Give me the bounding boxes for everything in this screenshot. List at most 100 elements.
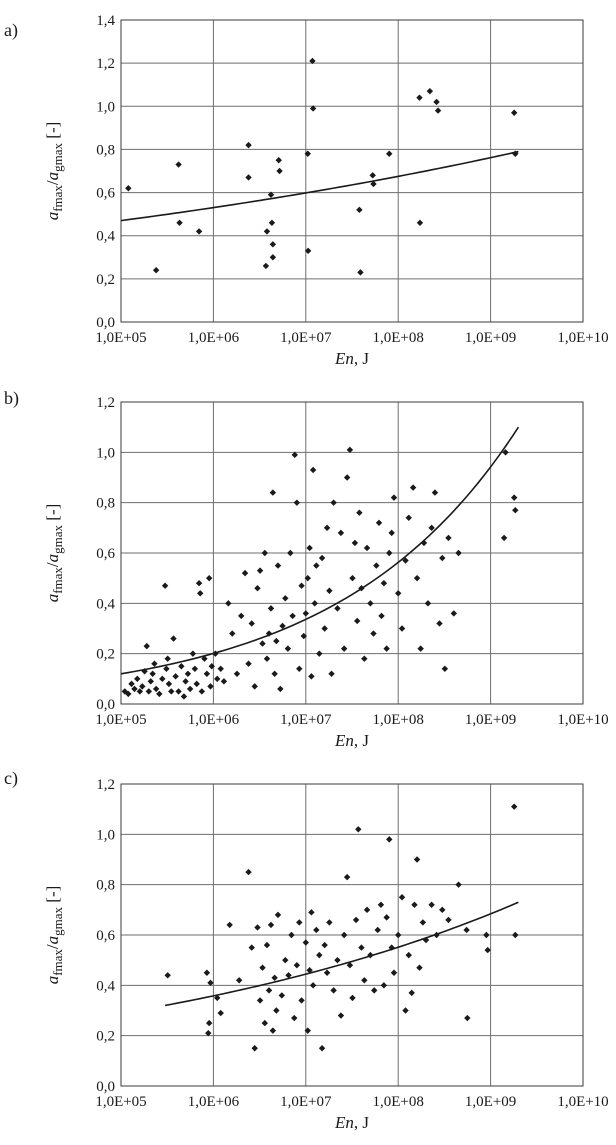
- data-point: [152, 685, 160, 693]
- x-tick-label: 1,0E+07: [280, 712, 332, 728]
- plot-area-frame: [120, 401, 584, 705]
- y-tick-label: 0,2: [96, 272, 115, 288]
- data-point: [370, 180, 377, 188]
- data-point: [178, 663, 185, 670]
- data-point: [267, 921, 275, 929]
- x-tick-label: 1,0E+06: [188, 1094, 240, 1110]
- trend-line: [120, 426, 520, 675]
- data-point: [147, 678, 154, 685]
- data-point: [267, 191, 275, 198]
- plot-area-frame: [120, 783, 584, 1087]
- y-tick-label: 1,0: [96, 827, 115, 843]
- y-tick-label: 1,2: [96, 56, 115, 72]
- y-axis-label: afmax/agmax [-]: [43, 886, 65, 985]
- data-point: [261, 1019, 269, 1027]
- y-axis-label: afmax/agmax [-]: [43, 504, 65, 603]
- x-tick-label: 1,0E+05: [95, 330, 146, 346]
- data-point: [356, 509, 363, 516]
- data-point: [245, 660, 252, 667]
- data-point: [340, 931, 348, 939]
- data-point: [309, 57, 316, 65]
- data-point: [139, 683, 146, 690]
- data-point: [484, 946, 491, 954]
- data-point: [256, 997, 264, 1004]
- data-point: [263, 228, 271, 235]
- data-point: [269, 489, 277, 496]
- y-tick-label: 0,6: [96, 928, 115, 944]
- x-tick-label: 1,0E+06: [188, 330, 240, 346]
- data-point: [271, 974, 278, 981]
- data-point: [313, 926, 320, 934]
- data-point: [416, 219, 424, 226]
- data-point: [282, 595, 289, 602]
- data-point: [363, 544, 371, 552]
- data-point: [277, 685, 284, 693]
- data-point: [361, 655, 368, 662]
- data-point: [205, 574, 213, 582]
- data-point: [195, 580, 203, 587]
- data-point: [245, 868, 252, 876]
- data-point: [455, 881, 462, 888]
- data-point: [402, 1007, 409, 1014]
- data-point: [370, 630, 377, 637]
- data-point: [326, 587, 333, 594]
- data-point: [248, 620, 255, 627]
- data-point: [304, 247, 312, 255]
- data-point: [512, 150, 519, 157]
- x-tick-label: 1,0E+10: [557, 712, 608, 728]
- data-point: [269, 254, 277, 261]
- data-point: [409, 484, 417, 491]
- data-point: [251, 683, 258, 690]
- y-tick-label: 0,0: [96, 1079, 115, 1095]
- x-axis-label: En, J: [334, 349, 369, 368]
- data-point: [375, 519, 383, 526]
- chart-panel-a: a) 0,0 0,2 0,4 0,6 0,8 1,0 1,2 1,4 1,0E+05 1,0E+06…: [4, 13, 609, 368]
- x-tick-label: 1,0E+05: [95, 1094, 146, 1110]
- data-point: [176, 219, 183, 226]
- plot-area-frame: [120, 19, 584, 323]
- y-tick-label: 0,8: [96, 878, 115, 894]
- data-point: [273, 1007, 280, 1014]
- data-point: [439, 906, 446, 914]
- data-point: [309, 982, 317, 989]
- data-point: [445, 916, 452, 924]
- data-point: [245, 174, 252, 181]
- data-point: [233, 670, 241, 677]
- data-point: [263, 655, 271, 662]
- data-point: [398, 625, 406, 632]
- y-tick-label: 1,2: [96, 395, 115, 411]
- data-point: [512, 931, 519, 939]
- data-point: [235, 977, 243, 984]
- data-point: [205, 1019, 213, 1027]
- panel-letter: b): [4, 388, 19, 409]
- data-point: [428, 524, 435, 532]
- data-point: [351, 539, 359, 547]
- data-point: [131, 685, 138, 693]
- data-point: [420, 539, 428, 547]
- data-point: [284, 645, 292, 652]
- data-point: [276, 167, 283, 175]
- data-point: [373, 562, 380, 569]
- data-point: [428, 901, 435, 908]
- x-tick-label: 1,0E+10: [557, 1094, 608, 1110]
- data-point: [433, 98, 440, 106]
- data-point: [226, 921, 233, 929]
- data-point: [268, 219, 276, 226]
- data-point: [170, 635, 177, 642]
- x-tick-label: 1,0E+08: [373, 712, 424, 728]
- data-point: [151, 660, 158, 667]
- data-point: [291, 451, 298, 459]
- data-point: [434, 107, 442, 114]
- x-tick-label: 1,0E+09: [465, 330, 516, 346]
- data-point: [311, 600, 318, 607]
- data-point: [251, 1045, 258, 1052]
- y-tick-label: 0,4: [96, 978, 115, 994]
- data-point: [334, 605, 341, 612]
- data-point: [259, 964, 266, 971]
- data-point: [225, 600, 232, 607]
- data-point: [309, 105, 317, 112]
- data-point: [405, 951, 412, 959]
- data-point: [125, 690, 132, 698]
- data-point: [229, 630, 236, 637]
- data-point: [419, 919, 427, 926]
